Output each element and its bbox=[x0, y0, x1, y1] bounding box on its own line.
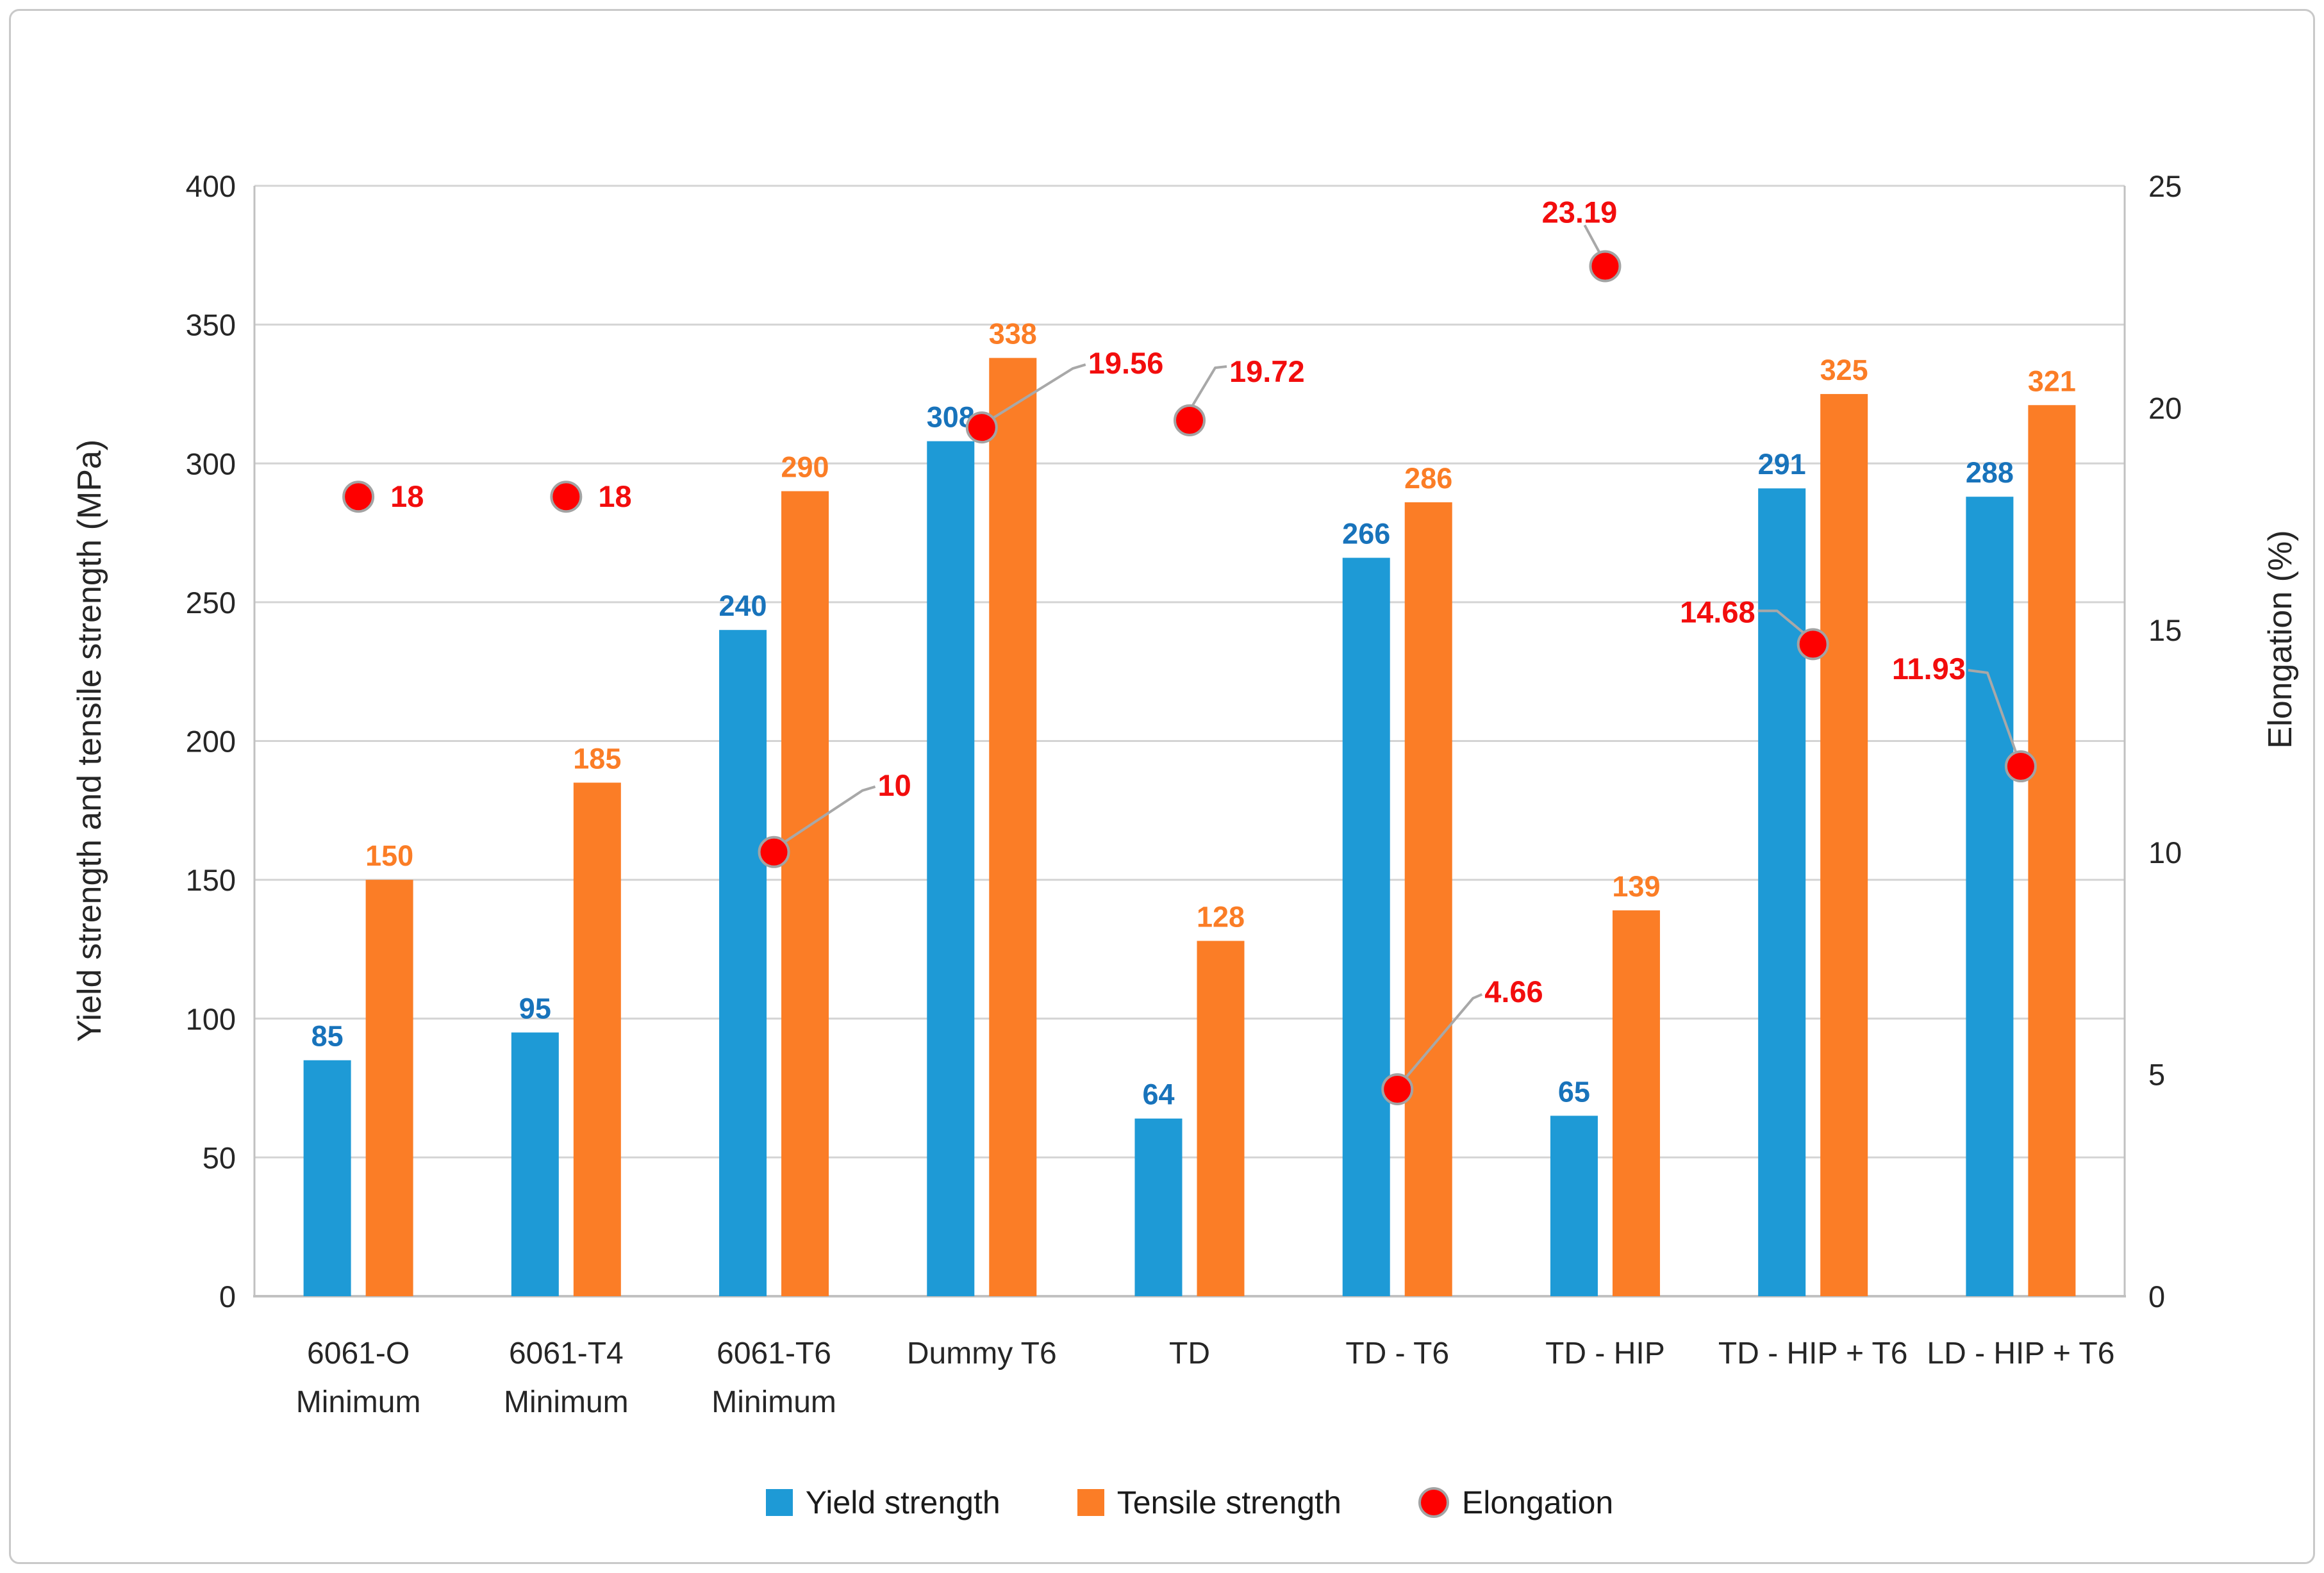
x-axis-category-label: Minimum bbox=[711, 1385, 836, 1419]
tensile-strength-swatch-icon bbox=[1077, 1489, 1104, 1516]
tensile-strength-value-label: 325 bbox=[1820, 354, 1868, 386]
elongation-point bbox=[550, 481, 583, 513]
primary-axis-tick-label: 400 bbox=[186, 169, 236, 203]
elongation-point bbox=[1797, 628, 1829, 661]
yield-strength-swatch-icon bbox=[765, 1489, 793, 1516]
tensile-strength-bar bbox=[989, 358, 1037, 1296]
yield-strength-bar bbox=[1134, 1118, 1183, 1296]
elongation-value-label: 19.56 bbox=[1088, 346, 1164, 380]
x-axis-category-label: TD - HIP bbox=[1545, 1337, 1665, 1371]
leader-line bbox=[1583, 224, 1603, 257]
yield-strength-value-label: 266 bbox=[1342, 518, 1390, 550]
yield-strength-bar bbox=[927, 441, 975, 1296]
elongation-point bbox=[1589, 250, 1622, 283]
tensile-strength-value-label: 128 bbox=[1197, 900, 1245, 933]
x-axis-category-label: Minimum bbox=[504, 1385, 629, 1419]
legend-label-elongation: Elongation bbox=[1461, 1485, 1614, 1520]
tensile-strength-bar bbox=[2028, 405, 2076, 1296]
primary-axis-tick-label: 150 bbox=[186, 863, 236, 897]
x-axis-category-label: TD bbox=[1169, 1337, 1210, 1371]
tensile-strength-bar bbox=[365, 880, 413, 1296]
tensile-strength-value-label: 139 bbox=[1612, 870, 1660, 903]
elongation-marker-icon bbox=[1418, 1487, 1449, 1518]
elongation-value-label: 14.68 bbox=[1680, 595, 1755, 629]
elongation-point bbox=[758, 836, 790, 868]
legend: Yield strength Tensile strength Elongati… bbox=[254, 1470, 2125, 1535]
yield-strength-bar bbox=[303, 1060, 351, 1296]
leader-line bbox=[1191, 365, 1227, 408]
x-axis-category-label: 6061-T6 bbox=[717, 1337, 831, 1371]
tensile-strength-bar bbox=[1404, 502, 1452, 1296]
primary-axis-tick-label: 350 bbox=[186, 308, 236, 342]
leader-line bbox=[778, 785, 876, 847]
tensile-strength-value-label: 286 bbox=[1404, 462, 1452, 495]
elongation-value-label: 18 bbox=[598, 479, 631, 513]
elongation-point bbox=[965, 411, 998, 444]
elongation-point bbox=[1174, 404, 1206, 437]
elongation-value-label: 10 bbox=[878, 768, 911, 802]
yield-strength-bar bbox=[1966, 497, 2014, 1296]
elongation-value-label: 18 bbox=[390, 479, 424, 513]
legend-label-yield: Yield strength bbox=[805, 1485, 1000, 1520]
x-axis-category-label: TD - T6 bbox=[1345, 1337, 1449, 1371]
yield-strength-value-label: 64 bbox=[1142, 1078, 1174, 1111]
primary-axis-tick-label: 50 bbox=[203, 1141, 236, 1174]
yield-strength-value-label: 240 bbox=[719, 589, 767, 622]
elongation-value-label: 11.93 bbox=[1892, 652, 1966, 686]
yield-strength-bar bbox=[719, 630, 767, 1297]
leader-line bbox=[987, 363, 1086, 422]
x-axis-category-label: 6061-T4 bbox=[509, 1337, 624, 1371]
secondary-axis-tick-label: 25 bbox=[2148, 169, 2182, 203]
tensile-strength-bar bbox=[1612, 910, 1660, 1296]
secondary-axis-tick-label: 0 bbox=[2148, 1280, 2165, 1314]
figure-border bbox=[9, 9, 2315, 1564]
leader-line bbox=[1968, 669, 2020, 759]
yield-strength-value-label: 291 bbox=[1758, 448, 1806, 481]
yield-strength-bar bbox=[1550, 1116, 1598, 1296]
elongation-point bbox=[342, 481, 375, 513]
tensile-strength-value-label: 185 bbox=[573, 742, 621, 775]
secondary-axis-tick-label: 10 bbox=[2148, 836, 2182, 869]
tensile-strength-value-label: 290 bbox=[781, 451, 829, 484]
legend-label-tensile: Tensile strength bbox=[1116, 1485, 1341, 1520]
x-axis-category-label: Minimum bbox=[296, 1385, 421, 1419]
elongation-value-label: 23.19 bbox=[1542, 195, 1618, 229]
elongation-point bbox=[2004, 750, 2037, 783]
legend-item-elongation: Elongation bbox=[1418, 1484, 1613, 1521]
secondary-axis-tick-label: 5 bbox=[2148, 1057, 2165, 1091]
secondary-axis-tick-label: 20 bbox=[2148, 391, 2182, 425]
x-axis-category-label: TD - HIP + T6 bbox=[1718, 1337, 1908, 1371]
primary-axis-tick-label: 100 bbox=[186, 1002, 236, 1036]
leader-line bbox=[1401, 993, 1483, 1083]
primary-axis-tick-label: 250 bbox=[186, 586, 236, 620]
tensile-strength-bar bbox=[1820, 393, 1868, 1296]
tensile-strength-bar bbox=[573, 782, 621, 1296]
tensile-strength-value-label: 150 bbox=[365, 839, 413, 872]
x-axis-category-label: LD - HIP + T6 bbox=[1927, 1337, 2114, 1371]
x-axis-category-label: 6061-O bbox=[307, 1337, 410, 1371]
primary-axis-tick-label: 0 bbox=[219, 1280, 236, 1314]
legend-item-tensile: Tensile strength bbox=[1077, 1484, 1341, 1521]
yield-strength-bar bbox=[511, 1032, 559, 1296]
yield-strength-value-label: 288 bbox=[1966, 456, 2014, 489]
elongation-point bbox=[1381, 1073, 1414, 1105]
tensile-strength-value-label: 321 bbox=[2028, 365, 2076, 397]
primary-axis-tick-label: 200 bbox=[186, 725, 236, 759]
tensile-strength-bar bbox=[1197, 941, 1245, 1296]
yield-strength-value-label: 65 bbox=[1558, 1075, 1590, 1108]
x-axis-category-label: Dummy T6 bbox=[907, 1337, 1057, 1371]
primary-axis-tick-label: 300 bbox=[186, 447, 236, 481]
elongation-value-label: 19.72 bbox=[1229, 354, 1305, 388]
yield-strength-value-label: 95 bbox=[519, 992, 551, 1025]
leader-line bbox=[1757, 609, 1809, 638]
yield-strength-value-label: 85 bbox=[311, 1020, 344, 1053]
yield-strength-bar bbox=[1342, 557, 1390, 1297]
elongation-value-label: 4.66 bbox=[1484, 975, 1543, 1009]
legend-item-yield: Yield strength bbox=[765, 1484, 1000, 1521]
yield-strength-bar bbox=[1758, 488, 1806, 1297]
tensile-strength-value-label: 338 bbox=[989, 318, 1037, 350]
secondary-axis-tick-label: 15 bbox=[2148, 613, 2182, 647]
tensile-strength-bar bbox=[781, 491, 829, 1297]
